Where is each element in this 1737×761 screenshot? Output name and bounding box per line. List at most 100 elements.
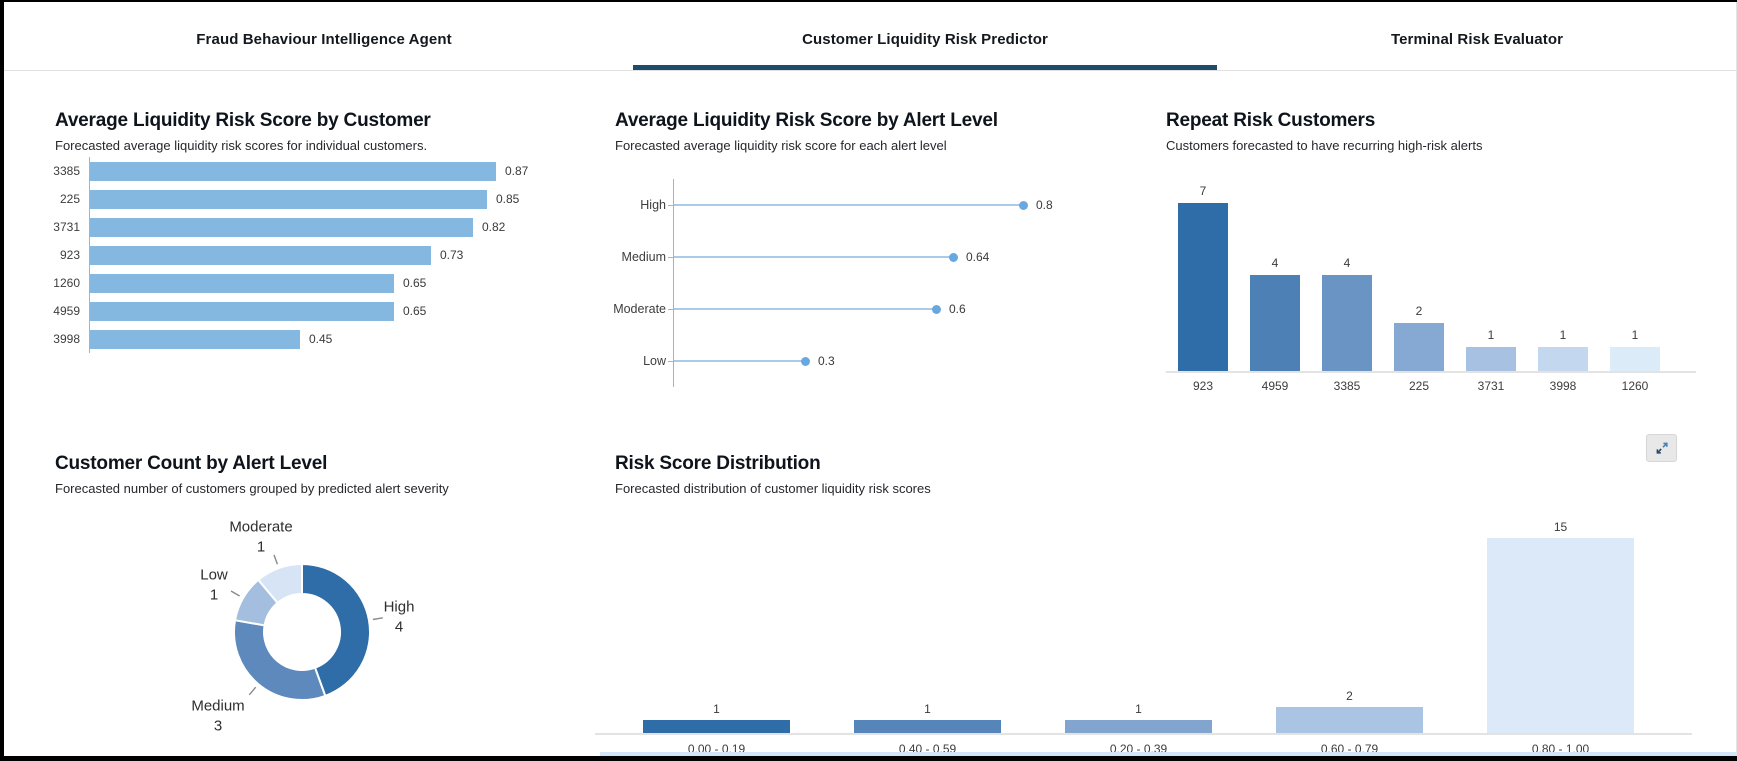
count-label: 2 [1346, 689, 1353, 703]
bar-track: 0.45 [89, 325, 531, 353]
axis-tick [668, 309, 673, 310]
chart-head-customer-count-by-alert-level: Customer Count by Alert Level Forecasted… [55, 453, 575, 496]
value-label: 0.65 [403, 276, 427, 290]
customer-id-label: 3731 [1477, 379, 1505, 393]
chart-avg-score-by-alert-level: High 0.8 Medium 0.64 Moderate 0.6 Low 0.3 [560, 179, 1060, 387]
distribution-bar[interactable] [1276, 707, 1423, 733]
leader-line [248, 686, 257, 696]
count-label: 1 [713, 702, 720, 716]
distribution-bar[interactable] [1487, 538, 1634, 733]
chart-title: Average Liquidity Risk Score by Alert Le… [615, 110, 998, 131]
avg-customer-row: 1260 0.65 [51, 269, 531, 297]
count-label: 1 [1559, 328, 1567, 342]
tab-bar: Fraud Behaviour Intelligence Agent Custo… [4, 2, 1737, 71]
repeat-customer-bar[interactable] [1466, 347, 1516, 371]
avg-customer-row: 3731 0.82 [51, 213, 531, 241]
tab-label: Terminal Risk Evaluator [1390, 30, 1564, 48]
tab-customer-liquidity-risk-predictor[interactable]: Customer Liquidity Risk Predictor [633, 2, 1217, 70]
alert-level-label: Low [643, 354, 666, 368]
chart-title: Risk Score Distribution [615, 453, 821, 474]
x-axis [1166, 371, 1696, 373]
lollipop-dot[interactable] [801, 356, 810, 366]
repeat-customer-bar[interactable] [1250, 275, 1300, 371]
chart-head-risk-score-distribution: Risk Score Distribution Forecasted distr… [615, 453, 1315, 496]
customer-id-label: 3998 [53, 332, 80, 346]
count-label: 7 [1199, 184, 1207, 198]
repeat-customer-bar[interactable] [1178, 203, 1228, 371]
repeat-customer-bar[interactable] [1610, 347, 1660, 371]
customer-id-label: 3998 [1549, 379, 1577, 393]
donut-segment-moderate[interactable] [256, 562, 303, 605]
chart-head-repeat-risk-customers: Repeat Risk Customers Customers forecast… [1166, 110, 1706, 153]
risk-score-bar[interactable] [90, 161, 496, 181]
distribution-bar[interactable] [854, 720, 1001, 733]
expand-button[interactable] [1646, 434, 1677, 462]
value-label: 0.82 [482, 220, 506, 234]
leader-line [273, 554, 279, 565]
count-label: 4 [1271, 256, 1279, 270]
chart-subtitle: Forecasted average liquidity risk scores… [55, 137, 428, 153]
bottom-accent-line [600, 752, 1737, 756]
count-label: 4 [1343, 256, 1351, 270]
count-label: 1 [1631, 328, 1639, 342]
alert-level-row: High 0.8 [560, 179, 1060, 231]
alert-level-label: Moderate [613, 302, 666, 316]
repeat-customer-bar[interactable] [1322, 275, 1372, 371]
chart-head-avg-score-by-customer: Average Liquidity Risk Score by Customer… [55, 110, 555, 153]
chart-risk-score-distribution: 1 0.00 - 0.19 1 0.40 - 0.59 1 0.20 - 0.39 2 0.6… [595, 515, 1705, 760]
lollipop-dot[interactable] [932, 304, 941, 314]
alert-level-label: High [640, 198, 666, 212]
distribution-bar[interactable] [1065, 720, 1212, 733]
repeat-customer-bar[interactable] [1394, 323, 1444, 371]
chart-head-avg-score-by-alert-level: Average Liquidity Risk Score by Alert Le… [615, 110, 1115, 153]
chart-subtitle: Forecasted average liquidity risk score … [615, 137, 947, 153]
distribution-bar[interactable] [643, 720, 790, 733]
window-border-left [0, 0, 4, 761]
donut-segment-medium[interactable] [233, 619, 327, 701]
bar-track: 0.65 [89, 269, 531, 297]
alert-level-row: Moderate 0.6 [560, 283, 1060, 335]
chart-title: Average Liquidity Risk Score by Customer [55, 110, 431, 131]
donut-segment-high[interactable] [301, 562, 371, 698]
count-label: 2 [1415, 304, 1423, 318]
chart-subtitle: Forecasted number of customers grouped b… [55, 480, 449, 496]
customer-id-label: 3385 [1333, 379, 1361, 393]
count-label: 1 [1135, 702, 1142, 716]
bar-track: 0.87 [89, 157, 531, 185]
chart-repeat-risk-customers: 7 923 4 4959 4 3385 2 225 1 3731 1 3998 1 1260 [1166, 150, 1706, 400]
avg-customer-row: 225 0.85 [51, 185, 531, 213]
lollipop-track: 0.3 [668, 335, 1060, 387]
axis-tick [668, 361, 673, 362]
lollipop-track: 0.64 [668, 231, 1060, 283]
risk-score-bar[interactable] [90, 273, 394, 293]
tab-label: Fraud Behaviour Intelligence Agent [196, 30, 452, 48]
bar-track: 0.85 [89, 185, 531, 213]
lollipop-dot[interactable] [1019, 200, 1028, 210]
risk-score-bar[interactable] [90, 245, 431, 265]
leader-line [372, 617, 383, 621]
lollipop-dot[interactable] [949, 252, 958, 262]
active-tab-underline [633, 65, 1217, 70]
tab-fraud-behaviour-intelligence-agent[interactable]: Fraud Behaviour Intelligence Agent [40, 2, 608, 70]
risk-score-bar[interactable] [90, 329, 300, 349]
risk-score-bar[interactable] [90, 217, 473, 237]
customer-id-label: 1260 [53, 276, 80, 290]
customer-id-label: 3385 [53, 164, 80, 178]
bar-track: 0.73 [89, 241, 531, 269]
value-label: 0.73 [440, 248, 464, 262]
risk-score-bar[interactable] [90, 301, 394, 321]
alert-level-row: Medium 0.64 [560, 231, 1060, 283]
value-label: 0.6 [949, 302, 966, 316]
lollipop-line [674, 360, 805, 362]
lollipop-line [674, 308, 936, 310]
x-axis [595, 733, 1692, 735]
customer-id-label: 3731 [53, 220, 80, 234]
repeat-customer-bar[interactable] [1538, 347, 1588, 371]
leader-line [230, 590, 240, 597]
avg-customer-row: 923 0.73 [51, 241, 531, 269]
tab-terminal-risk-evaluator[interactable]: Terminal Risk Evaluator [1217, 2, 1737, 70]
value-label: 0.85 [496, 192, 520, 206]
avg-customer-row: 3998 0.45 [51, 325, 531, 353]
risk-score-bar[interactable] [90, 189, 487, 209]
customer-id-label: 4959 [1261, 379, 1289, 393]
